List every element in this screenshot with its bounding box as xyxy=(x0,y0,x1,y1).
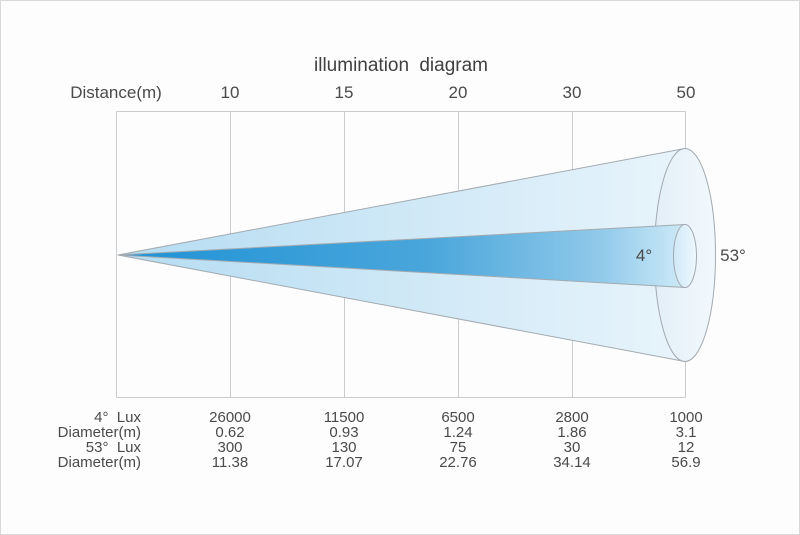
narrow-beam-angle-label: 4° xyxy=(635,246,653,265)
table-cell: 75 xyxy=(449,439,467,456)
narrow-beam-ellipse xyxy=(673,224,697,288)
table-cell: 12 xyxy=(677,439,695,456)
table-cell: 26000 xyxy=(209,409,251,426)
wide-beam-angle-label: 53° xyxy=(720,246,746,265)
table-cell: 1.86 xyxy=(557,424,587,441)
table-cell: 30 xyxy=(563,439,581,456)
table-cell: 1000 xyxy=(669,409,703,426)
table-cell: 34.14 xyxy=(553,454,591,471)
table-cell: 6500 xyxy=(441,409,475,426)
table-row-label-narrow-diameter: Diameter(m) xyxy=(57,424,141,441)
table-cell: 2800 xyxy=(555,409,589,426)
axis-tick-20: 20 xyxy=(448,83,468,102)
axis-tick-30: 30 xyxy=(562,83,582,102)
table-cell: 11.38 xyxy=(211,454,249,471)
axis-tick-10: 10 xyxy=(220,83,240,102)
table-cell: 17.07 xyxy=(325,454,363,471)
axis-tick-15: 15 xyxy=(334,83,354,102)
table-row-label-narrow-lux: 4° Lux xyxy=(94,409,141,426)
table-cell: 0.93 xyxy=(329,424,359,441)
table-row-label-wide-diameter: Diameter(m) xyxy=(57,454,141,471)
table-cell: 3.1 xyxy=(675,424,697,441)
axis-tick-50: 50 xyxy=(676,83,696,102)
table-cell: 130 xyxy=(331,439,357,456)
table-cell: 22.76 xyxy=(439,454,477,471)
table-row-label-wide-lux: 53° Lux xyxy=(85,439,141,456)
table-cell: 1.24 xyxy=(443,424,473,441)
page-title: illumination diagram xyxy=(314,55,488,76)
distance-axis-label: Distance(m) xyxy=(70,83,162,102)
table-cell: 300 xyxy=(217,439,243,456)
table-cell: 56.9 xyxy=(671,454,701,471)
table-cell: 11500 xyxy=(323,409,365,426)
table-cell: 0.62 xyxy=(215,424,245,441)
